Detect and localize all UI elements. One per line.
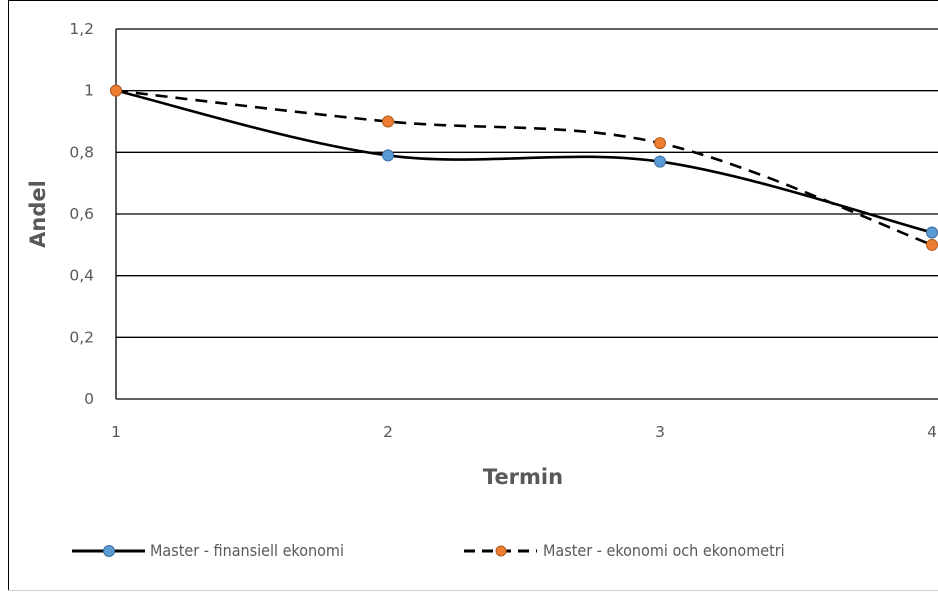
x-axis-title: Termin bbox=[483, 465, 563, 489]
y-tick-label: 0,2 bbox=[69, 328, 94, 346]
data-point-series1 bbox=[383, 150, 394, 161]
x-tick-label: 3 bbox=[655, 423, 665, 441]
legend-item-ekonometri: Master - ekonomi och ekonometri bbox=[464, 541, 785, 560]
series-line-1 bbox=[116, 91, 932, 233]
data-point-series1 bbox=[927, 227, 938, 238]
y-tick-label: 0,8 bbox=[69, 143, 94, 161]
x-tick-label: 2 bbox=[383, 423, 393, 441]
y-axis-ticks: 0 0,2 0,4 0,6 0,8 1 1,2 bbox=[69, 20, 94, 408]
legend-label-ekonometri: Master - ekonomi och ekonometri bbox=[543, 541, 785, 560]
data-point-series2 bbox=[383, 116, 394, 127]
y-tick-label: 0,6 bbox=[69, 205, 94, 223]
y-tick-label: 0 bbox=[84, 390, 94, 408]
y-axis-title: Andel bbox=[26, 180, 50, 248]
data-point-series2 bbox=[655, 138, 666, 149]
x-axis-ticks: 1 2 3 4 bbox=[111, 423, 937, 441]
legend-label-finansiell: Master - finansiell ekonomi bbox=[150, 541, 344, 560]
x-tick-label: 1 bbox=[111, 423, 121, 441]
series-line-2 bbox=[116, 91, 932, 245]
y-tick-label: 1,2 bbox=[69, 20, 94, 38]
y-tick-label: 0,4 bbox=[69, 267, 94, 285]
y-tick-label: 1 bbox=[84, 82, 94, 100]
series-group bbox=[111, 85, 938, 250]
data-point-series2 bbox=[111, 85, 122, 96]
data-point-series2 bbox=[927, 239, 938, 250]
x-tick-label: 4 bbox=[927, 423, 937, 441]
gridlines bbox=[116, 29, 938, 399]
legend-item-finansiell: Master - finansiell ekonomi bbox=[72, 541, 344, 560]
data-point-series1 bbox=[655, 156, 666, 167]
bottom-border bbox=[8, 590, 938, 596]
legend: Master - finansiell ekonomi Master - eko… bbox=[72, 541, 785, 560]
